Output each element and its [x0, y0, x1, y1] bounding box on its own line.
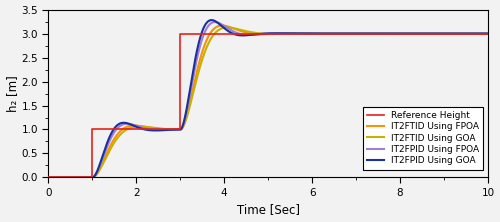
IT2FTID Using FPOA [204, 37, 210, 40]
Reference Height [177, 128, 183, 131]
IT2FPID Using FPOA [324, 32, 330, 35]
IT2FTID Using GOA [224, 26, 230, 29]
IT2FPID Using GOA [485, 32, 491, 35]
IT2FTID Using GOA [394, 32, 400, 35]
IT2FTID Using GOA [306, 32, 312, 35]
Y-axis label: h₂ [m]: h₂ [m] [6, 75, 18, 112]
IT2FTID Using FPOA [219, 24, 225, 27]
Line: IT2FTID Using FPOA: IT2FTID Using FPOA [48, 26, 488, 177]
Legend: Reference Height, IT2FTID Using FPOA, IT2FTID Using GOA, IT2FPID Using FPOA, IT2: Reference Height, IT2FTID Using FPOA, IT… [362, 107, 484, 170]
IT2FPID Using FPOA [46, 176, 52, 179]
IT2FPID Using FPOA [68, 176, 73, 179]
IT2FPID Using GOA [46, 176, 52, 179]
IT2FPID Using FPOA [485, 32, 491, 35]
IT2FTID Using FPOA [68, 176, 73, 179]
IT2FPID Using FPOA [372, 32, 378, 35]
Line: IT2FPID Using GOA: IT2FPID Using GOA [48, 20, 488, 177]
IT2FPID Using FPOA [394, 32, 400, 35]
IT2FTID Using FPOA [324, 32, 330, 35]
IT2FTID Using GOA [204, 44, 210, 47]
IT2FPID Using GOA [204, 21, 210, 23]
IT2FTID Using GOA [485, 32, 491, 35]
Line: Reference Height: Reference Height [48, 34, 488, 177]
IT2FTID Using FPOA [485, 32, 491, 35]
IT2FPID Using GOA [372, 32, 378, 35]
IT2FPID Using FPOA [204, 26, 210, 28]
IT2FTID Using FPOA [46, 176, 52, 179]
Reference Height [177, 32, 183, 35]
Reference Height [485, 32, 491, 35]
IT2FTID Using FPOA [306, 32, 312, 35]
IT2FPID Using GOA [324, 32, 330, 35]
Reference Height [46, 176, 52, 179]
Reference Height [90, 176, 96, 179]
IT2FTID Using GOA [68, 176, 73, 179]
IT2FTID Using GOA [46, 176, 52, 179]
Reference Height [90, 128, 96, 131]
IT2FPID Using FPOA [212, 21, 218, 23]
IT2FTID Using GOA [324, 32, 330, 35]
IT2FPID Using GOA [208, 19, 214, 21]
IT2FTID Using FPOA [394, 32, 400, 35]
IT2FTID Using FPOA [372, 32, 378, 35]
IT2FTID Using GOA [372, 32, 378, 35]
IT2FPID Using GOA [68, 176, 73, 179]
IT2FPID Using GOA [394, 32, 400, 35]
Line: IT2FPID Using FPOA: IT2FPID Using FPOA [48, 22, 488, 177]
IT2FPID Using FPOA [306, 32, 312, 35]
IT2FPID Using GOA [306, 32, 312, 35]
X-axis label: Time [Sec]: Time [Sec] [236, 203, 300, 216]
Line: IT2FTID Using GOA: IT2FTID Using GOA [48, 28, 488, 177]
